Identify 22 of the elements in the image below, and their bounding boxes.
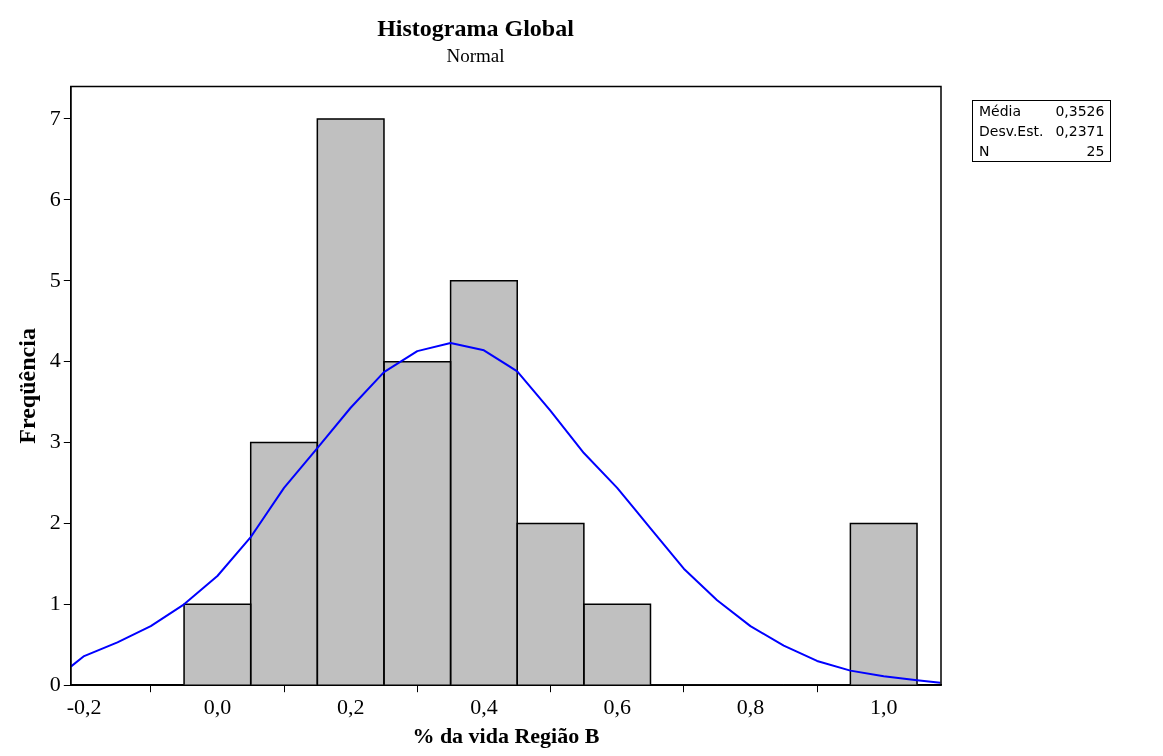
x-tick-label: 0,4 (470, 694, 498, 720)
y-tick-label: 3 (49, 428, 61, 454)
x-tick-label: 0,0 (203, 694, 232, 720)
y-tick-label: 4 (49, 347, 61, 373)
x-axis-title: % da vida Região B (412, 723, 600, 749)
chart-subtitle: Normal (446, 45, 505, 67)
x-tick-label: 0,6 (603, 694, 631, 720)
text: Média 0,3526 (979, 103, 1105, 119)
y-tick-label: 5 (49, 266, 61, 292)
text: N 25 (979, 143, 1105, 159)
text: Desv.Est. 0,2371 (978, 122, 1106, 141)
y-tick-label: 6 (49, 185, 61, 211)
y-axis-title: Freqüência (13, 328, 40, 444)
chart-title: Histograma Global (377, 14, 575, 41)
y-tick-label: 1 (49, 590, 61, 616)
y-tick-label: 0 (49, 670, 61, 696)
y-tick-label: 2 (49, 509, 61, 535)
x-tick-label: 0,2 (336, 694, 365, 720)
x-tick-label: -0,2 (66, 694, 102, 720)
x-tick-label: 0,8 (736, 694, 765, 720)
x-tick-label: 1,0 (869, 694, 898, 720)
y-tick-label: 7 (49, 104, 61, 130)
